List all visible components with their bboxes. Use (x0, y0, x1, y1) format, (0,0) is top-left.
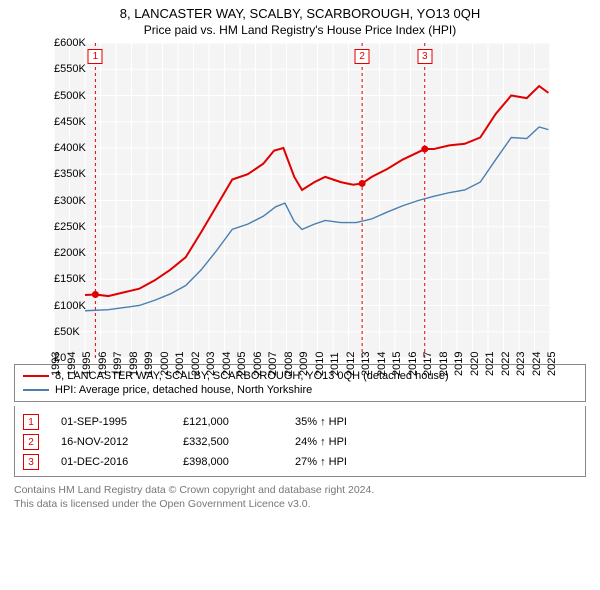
x-axis-tick: 2025 (546, 352, 558, 376)
price-chart: £0£50K£100K£150K£200K£250K£300K£350K£400… (10, 43, 550, 358)
event-delta: 24% ↑ HPI (295, 436, 347, 448)
event-row: 3 01-DEC-2016 £398,000 27% ↑ HPI (23, 452, 577, 472)
x-axis-tick: 2009 (298, 352, 310, 376)
x-axis-tick: 2004 (221, 352, 233, 376)
event-marker-3: 3 (417, 49, 432, 64)
x-axis-tick: 2011 (329, 352, 341, 376)
x-axis-tick: 2018 (438, 352, 450, 376)
x-axis-tick: 2003 (205, 352, 217, 376)
event-badge: 1 (23, 414, 39, 430)
legend-swatch (23, 389, 49, 391)
x-axis-tick: 2001 (174, 352, 186, 376)
event-table: 1 01-SEP-1995 £121,000 35% ↑ HPI 2 16-NO… (14, 406, 586, 477)
attribution-line: This data is licensed under the Open Gov… (14, 497, 586, 511)
x-axis-tick: 2008 (283, 352, 295, 376)
x-axis-tick: 1994 (66, 352, 78, 376)
event-price: £332,500 (183, 436, 273, 448)
event-row: 2 16-NOV-2012 £332,500 24% ↑ HPI (23, 432, 577, 452)
x-axis-tick: 2017 (422, 352, 434, 376)
event-date: 01-SEP-1995 (61, 416, 161, 428)
x-axis-tick: 2005 (236, 352, 248, 376)
event-badge: 3 (23, 454, 39, 470)
x-axis-tick: 2024 (531, 352, 543, 376)
event-marker-1: 1 (88, 49, 103, 64)
x-axis-tick: 2006 (252, 352, 264, 376)
event-price: £121,000 (183, 416, 273, 428)
event-marker-2: 2 (355, 49, 370, 64)
x-axis-tick: 2019 (453, 352, 465, 376)
x-axis-tick: 2016 (407, 352, 419, 376)
x-axis-tick: 2010 (314, 352, 326, 376)
x-axis-tick: 2021 (484, 352, 496, 376)
x-axis-tick: 1993 (50, 352, 62, 376)
x-axis-tick: 2014 (376, 352, 388, 376)
page-title: 8, LANCASTER WAY, SCALBY, SCARBOROUGH, Y… (0, 0, 600, 21)
x-axis-tick: 2015 (391, 352, 403, 376)
attribution-line: Contains HM Land Registry data © Crown c… (14, 483, 586, 497)
x-axis-tick: 2000 (159, 352, 171, 376)
x-axis-tick: 2007 (267, 352, 279, 376)
x-axis-tick: 2012 (345, 352, 357, 376)
x-axis-tick: 2022 (500, 352, 512, 376)
event-price: £398,000 (183, 456, 273, 468)
event-date: 01-DEC-2016 (61, 456, 161, 468)
x-axis-tick: 1999 (143, 352, 155, 376)
event-badge: 2 (23, 434, 39, 450)
legend-swatch (23, 375, 49, 377)
event-date: 16-NOV-2012 (61, 436, 161, 448)
event-delta: 35% ↑ HPI (295, 416, 347, 428)
x-axis-tick: 1998 (128, 352, 140, 376)
x-axis-tick: 1995 (81, 352, 93, 376)
event-delta: 27% ↑ HPI (295, 456, 347, 468)
legend-label: HPI: Average price, detached house, Nort… (55, 384, 312, 396)
event-row: 1 01-SEP-1995 £121,000 35% ↑ HPI (23, 412, 577, 432)
x-axis-tick: 2020 (469, 352, 481, 376)
x-axis-tick: 2002 (190, 352, 202, 376)
x-axis-tick: 1996 (97, 352, 109, 376)
x-axis-tick: 2023 (515, 352, 527, 376)
attribution: Contains HM Land Registry data © Crown c… (14, 483, 586, 511)
x-axis-tick: 1997 (112, 352, 124, 376)
page-subtitle: Price paid vs. HM Land Registry's House … (0, 21, 600, 43)
x-axis-tick: 2013 (360, 352, 372, 376)
legend-item-hpi: HPI: Average price, detached house, Nort… (23, 383, 577, 397)
